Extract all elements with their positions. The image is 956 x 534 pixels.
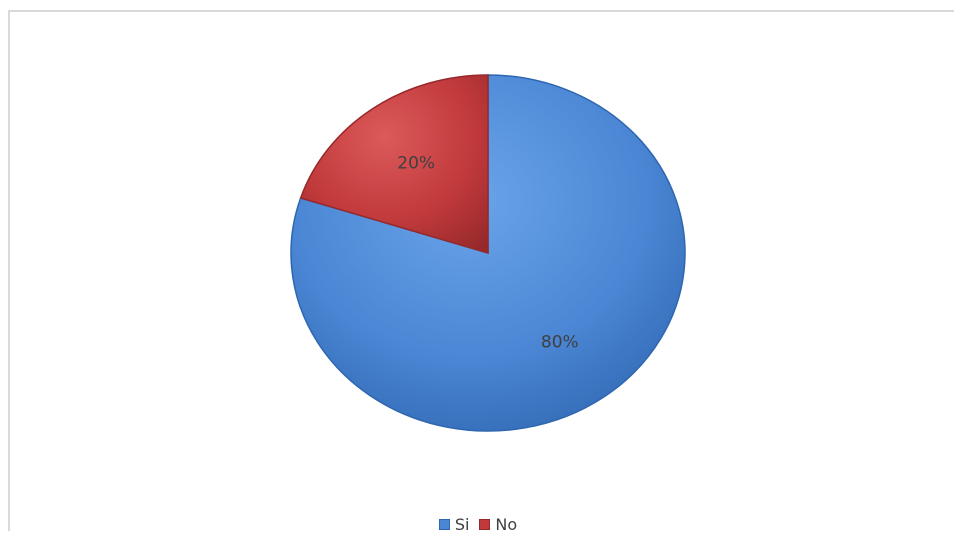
data-label-no: 20%	[397, 154, 435, 174]
legend-item-si: Si	[438, 515, 470, 534]
chart-legend: Si No	[0, 515, 956, 534]
legend-swatch-no	[479, 519, 491, 530]
legend-swatch-si	[438, 519, 450, 530]
data-label-si: 80%	[541, 332, 579, 352]
legend-item-no: No	[479, 515, 517, 534]
pie-slice-no	[299, 74, 489, 255]
legend-label-si: Si	[454, 515, 470, 534]
legend-label-no: No	[495, 515, 518, 534]
